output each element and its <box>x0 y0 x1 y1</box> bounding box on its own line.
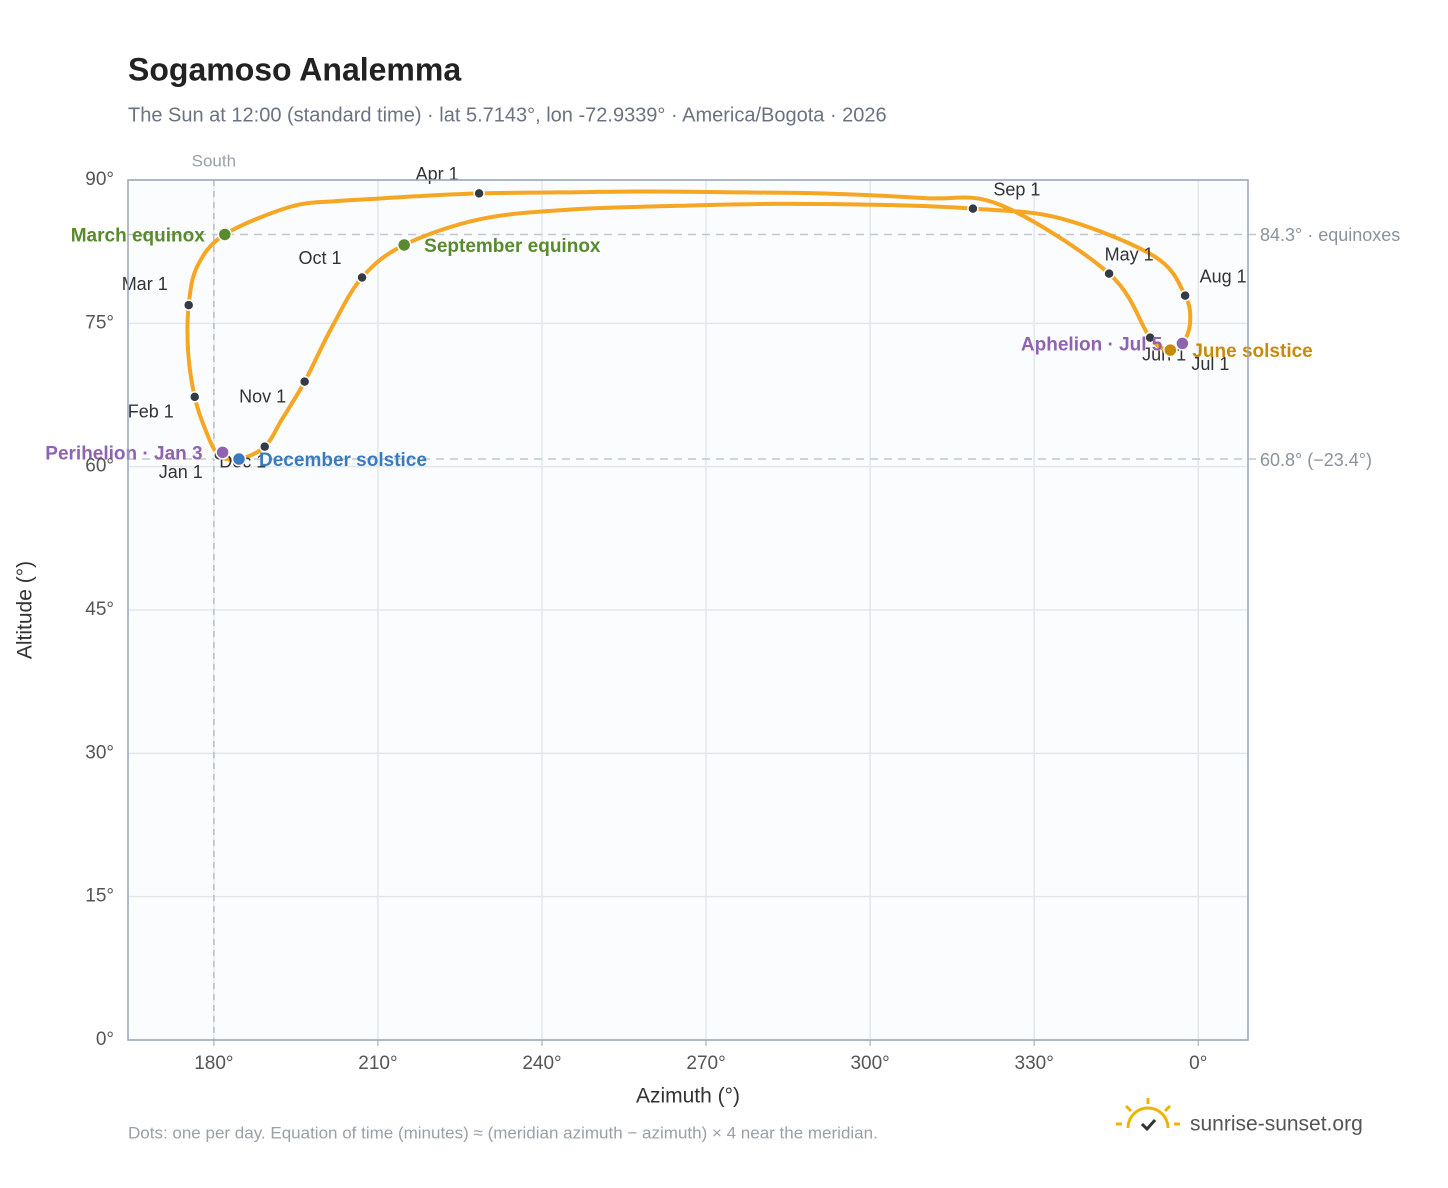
x-axis-label: Azimuth (°) <box>636 1085 740 1108</box>
date-label: Nov 1 <box>239 386 286 406</box>
date-point <box>967 202 979 215</box>
x-tick-label: 0° <box>1189 1053 1207 1074</box>
event-point <box>217 227 233 242</box>
event-point <box>396 237 412 253</box>
date-label: Sep 1 <box>993 179 1040 199</box>
x-tick-label: 180° <box>194 1053 233 1074</box>
footnote: Dots: one per day. Equation of time (min… <box>128 1123 878 1142</box>
event-point <box>231 451 247 467</box>
date-label: Jul 1 <box>1191 354 1229 374</box>
x-tick-label: 240° <box>522 1053 561 1074</box>
y-tick-label: 0° <box>96 1029 114 1050</box>
date-point <box>473 187 485 200</box>
event-label: September equinox <box>424 236 601 257</box>
date-point <box>182 299 195 311</box>
y-tick-label: 90° <box>85 169 114 190</box>
date-point <box>258 440 271 453</box>
event-point <box>1163 342 1178 358</box>
x-tick-label: 210° <box>358 1053 397 1074</box>
brand-logo <box>1116 1098 1180 1132</box>
event-label: Perihelion · Jan 3 <box>45 443 202 464</box>
date-point <box>356 271 368 284</box>
plot-border <box>127 179 1249 1041</box>
y-tick-label: 15° <box>85 886 114 907</box>
date-point <box>188 391 201 403</box>
meridian-label: South <box>192 151 236 170</box>
event-label: Aphelion · Jul 5 <box>1021 334 1163 355</box>
date-label: Aug 1 <box>1200 266 1247 286</box>
y-tick-label: 30° <box>85 742 114 763</box>
y-tick-label: 75° <box>85 312 114 333</box>
reference-label: 84.3° · equinoxes <box>1260 225 1400 245</box>
x-tick-label: 330° <box>1015 1053 1054 1074</box>
brand-text: sunrise-sunset.org <box>1190 1113 1363 1136</box>
date-label: May 1 <box>1105 244 1154 264</box>
reference-label: 60.8° (−23.4°) <box>1260 450 1372 470</box>
event-label: March equinox <box>71 225 206 246</box>
chart-subtitle: The Sun at 12:00 (standard time) · lat 5… <box>128 104 887 126</box>
y-axis-label: Altitude (°) <box>14 561 37 659</box>
date-point <box>298 375 311 388</box>
date-point <box>1144 331 1156 344</box>
date-label: Mar 1 <box>122 274 168 294</box>
date-point <box>1179 289 1191 302</box>
event-point <box>1175 336 1190 351</box>
event-point <box>215 445 230 460</box>
date-label: Oct 1 <box>299 248 342 268</box>
date-label: Feb 1 <box>128 402 174 422</box>
y-tick-label: 45° <box>85 599 114 620</box>
chart-title: Sogamoso Analemma <box>128 51 461 87</box>
event-label: June solstice <box>1192 341 1312 362</box>
date-point <box>1103 267 1115 280</box>
event-label: December solstice <box>259 450 427 471</box>
x-tick-label: 300° <box>850 1053 889 1074</box>
y-tick-label: 60° <box>85 456 114 477</box>
date-label: Jan 1 <box>159 462 203 482</box>
x-tick-label: 270° <box>686 1053 725 1074</box>
date-label: Apr 1 <box>416 164 459 184</box>
